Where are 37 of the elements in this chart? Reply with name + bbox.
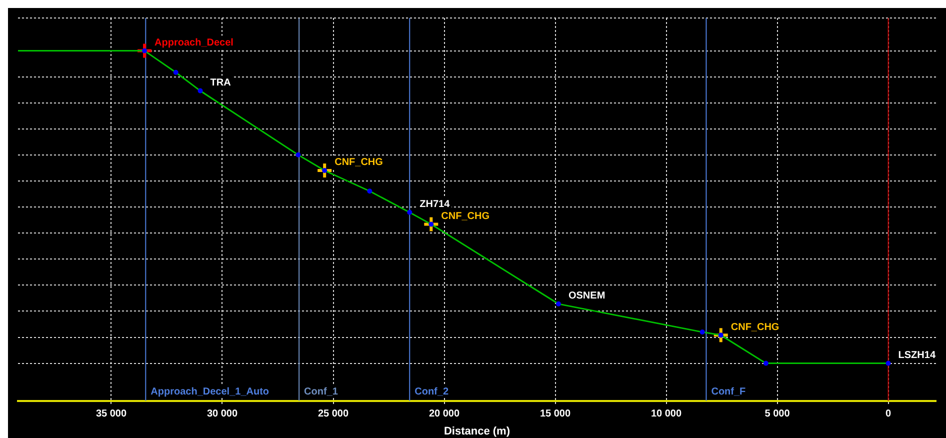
- annotation: CNF_CHG: [334, 157, 384, 168]
- point: [173, 70, 178, 75]
- point: [886, 360, 891, 366]
- point: [428, 222, 434, 227]
- annotation: TRA: [210, 78, 231, 89]
- x-tick-label: 10 000: [650, 408, 682, 420]
- x-tick-label: 0: [885, 408, 892, 420]
- point: [712, 326, 730, 344]
- point: [142, 48, 148, 54]
- x-tick-label: 30 000: [206, 408, 238, 420]
- point: [422, 216, 440, 233]
- annotation: CNF_CHG: [441, 210, 490, 222]
- annotation: CNF_CHG: [730, 322, 780, 333]
- ref-line-label: Approach_Decel_1_Auto: [150, 386, 270, 398]
- annotation: Approach_Decel: [154, 38, 234, 49]
- point: [296, 152, 301, 158]
- x-axis-title: Distance (m): [444, 425, 510, 438]
- ref-line-label: Conf_1: [304, 386, 338, 398]
- point: [718, 332, 724, 338]
- point: [367, 188, 372, 194]
- x-tick-label: 15 000: [540, 408, 571, 420]
- x-tick-label: 35 000: [96, 408, 127, 420]
- point: [322, 168, 328, 173]
- point: [763, 360, 768, 366]
- point: [556, 301, 561, 306]
- point: [700, 330, 705, 335]
- x-tick-label: 25 000: [318, 408, 349, 420]
- annotation: ZH714: [420, 199, 450, 210]
- annotation: OSNEM: [568, 290, 606, 302]
- point: [198, 88, 203, 94]
- point: [316, 162, 334, 179]
- ref-line-label: Conf_F: [711, 386, 746, 398]
- ref-line-label: Conf_2: [414, 386, 449, 398]
- x-tick-label: 5 000: [764, 408, 790, 420]
- point: [407, 210, 412, 215]
- annotation: LSZH14: [898, 350, 936, 362]
- x-tick-label: 20 000: [428, 408, 460, 420]
